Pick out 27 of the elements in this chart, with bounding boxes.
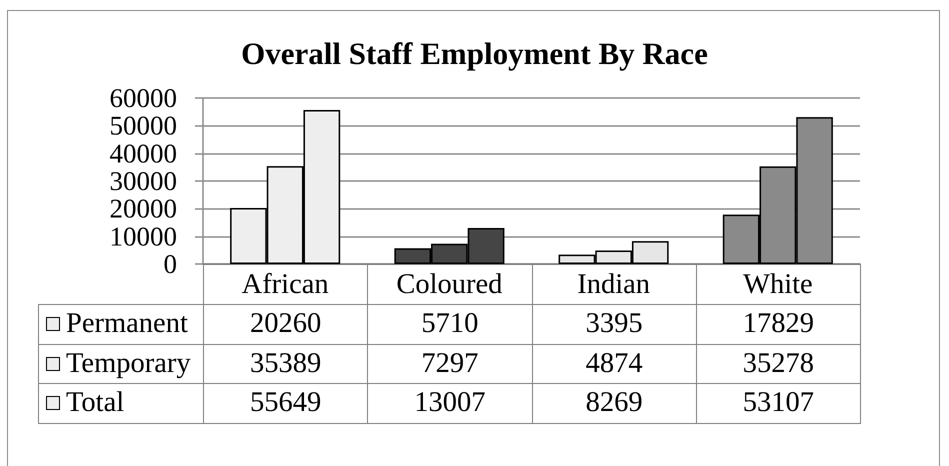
x-tick-label: White bbox=[743, 269, 813, 300]
chart-title: Overall Staff Employment By Race bbox=[241, 36, 708, 71]
data-label: 35278 bbox=[696, 344, 860, 384]
data-label: 4874 bbox=[532, 344, 696, 384]
data-label: 17829 bbox=[696, 304, 860, 344]
legend-label: Permanent bbox=[38, 304, 204, 344]
data-label: 55649 bbox=[204, 384, 368, 423]
y-tick-label: 50000 bbox=[110, 110, 177, 141]
y-tick-label: 40000 bbox=[110, 138, 177, 168]
y-tick-label: 30000 bbox=[110, 166, 177, 196]
y-tick-label: 20000 bbox=[110, 194, 177, 224]
x-tick-label: African bbox=[242, 269, 329, 300]
y-tick-label: 60000 bbox=[110, 83, 177, 113]
data-label: 8269 bbox=[532, 384, 696, 423]
data-label: 20260 bbox=[204, 304, 368, 344]
y-tick-label: 10000 bbox=[110, 221, 177, 252]
data-label: 3395 bbox=[532, 304, 696, 344]
data-label: 35389 bbox=[204, 344, 368, 384]
data-label: 5710 bbox=[368, 304, 532, 344]
data-label: 7297 bbox=[368, 344, 532, 384]
legend-label: Temporary bbox=[38, 344, 204, 384]
x-tick-label: Indian bbox=[577, 269, 650, 300]
legend-label: Total bbox=[38, 384, 204, 423]
data-label: 53107 bbox=[696, 384, 860, 423]
y-tick-label: 0 bbox=[164, 249, 177, 279]
x-tick-label: Coloured bbox=[396, 269, 502, 300]
data-label: 13007 bbox=[368, 384, 532, 423]
